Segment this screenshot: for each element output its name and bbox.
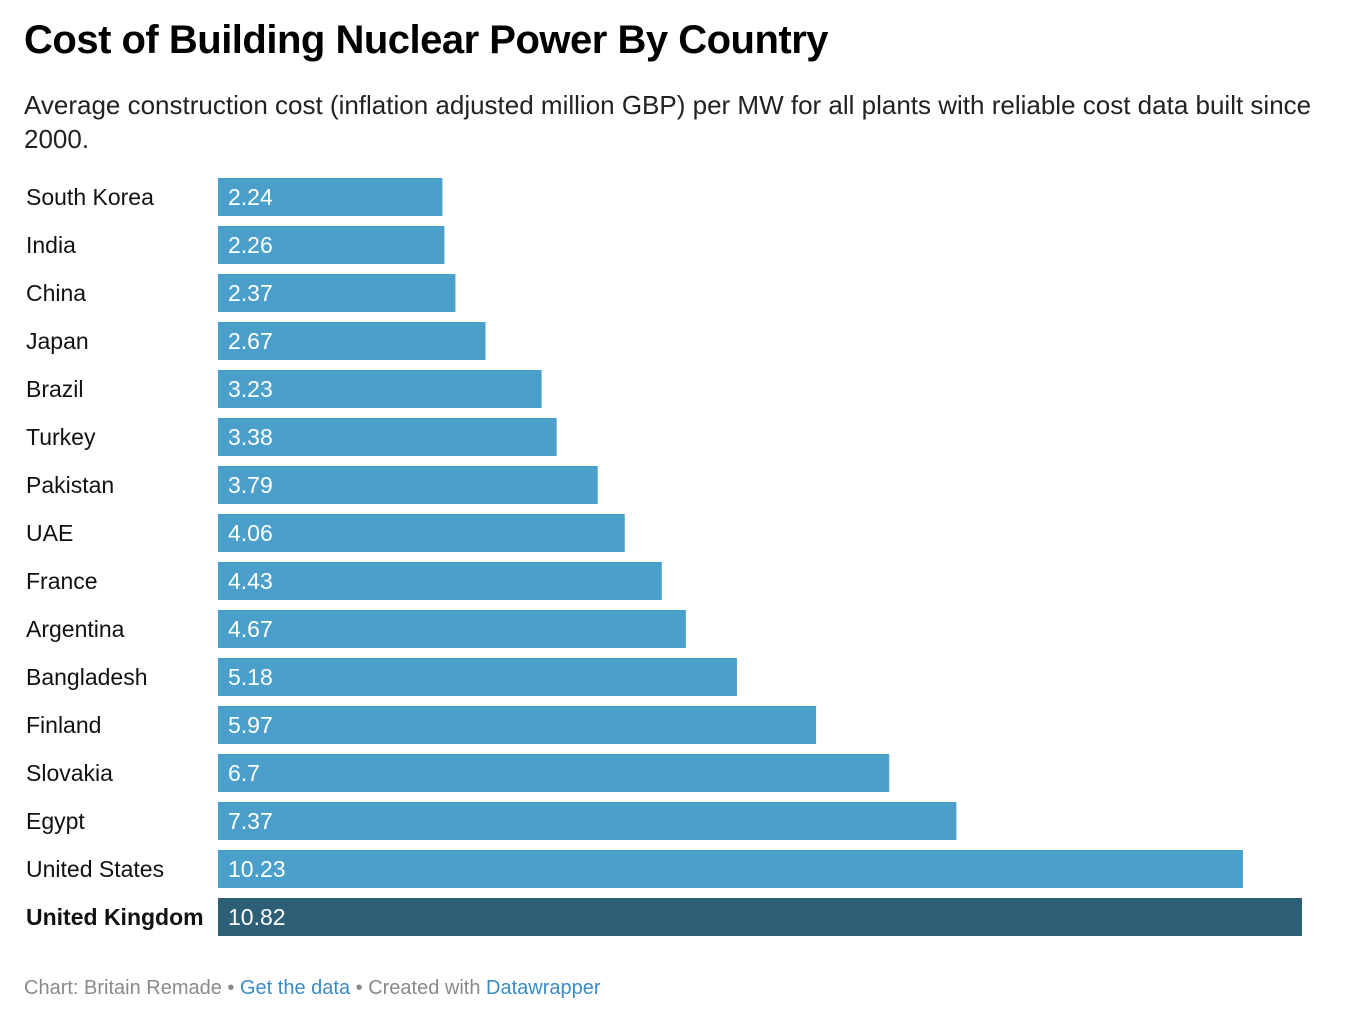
category-label: Turkey	[26, 424, 96, 450]
bar	[218, 706, 817, 744]
bar	[218, 274, 456, 312]
bar	[218, 562, 662, 600]
chart: South Korea 2.24 India 2.26 China 2.37 Japan 2.…	[26, 178, 1302, 936]
value-label: 2.26	[228, 232, 273, 258]
footer: Chart: Britain Remade • Get the data • C…	[24, 977, 601, 1000]
value-label: 4.67	[228, 616, 273, 642]
category-label: Finland	[26, 712, 101, 738]
value-label: 3.23	[228, 376, 273, 402]
category-label: Pakistan	[26, 472, 114, 498]
category-label: Egypt	[26, 808, 85, 834]
value-label: 3.79	[228, 472, 273, 498]
footer-text: Chart: Britain Remade	[24, 977, 222, 999]
value-label: 2.67	[228, 328, 273, 354]
value-label: 3.38	[228, 424, 273, 450]
value-label: 4.43	[228, 568, 273, 594]
bar	[218, 226, 445, 264]
category-label: UAE	[26, 520, 73, 546]
category-label: Bangladesh	[26, 664, 148, 690]
category-label: Japan	[26, 328, 89, 354]
value-label: 7.37	[228, 808, 273, 834]
value-label: 10.23	[228, 856, 286, 882]
bar	[218, 514, 625, 552]
chart-subtitle: Average construction cost (inflation adj…	[24, 90, 1312, 154]
bar	[218, 898, 1302, 936]
category-label: United States	[26, 856, 164, 882]
chart-title: Cost of Building Nuclear Power By Countr…	[24, 18, 829, 62]
category-label: South Korea	[26, 184, 154, 210]
value-label: 6.7	[228, 760, 260, 786]
footer-text: •	[221, 977, 240, 999]
value-label: 2.37	[228, 280, 273, 306]
value-label: 2.24	[228, 184, 273, 210]
bar	[218, 610, 686, 648]
bar	[218, 178, 443, 216]
footer-link[interactable]: Datawrapper	[486, 977, 601, 999]
category-label: Argentina	[26, 616, 125, 642]
bar	[218, 370, 542, 408]
bar	[218, 322, 486, 360]
bar	[218, 418, 557, 456]
footer-text: • Created with	[350, 977, 487, 999]
category-label: United Kingdom	[26, 904, 204, 930]
bar	[218, 754, 890, 792]
category-label: Brazil	[26, 376, 84, 402]
bar	[218, 802, 957, 840]
value-label: 5.18	[228, 664, 273, 690]
value-label: 5.97	[228, 712, 273, 738]
category-label: Slovakia	[26, 760, 113, 786]
category-label: India	[26, 232, 76, 258]
bar	[218, 658, 737, 696]
bar	[218, 850, 1243, 888]
footer-link[interactable]: Get the data	[240, 977, 351, 999]
bar	[218, 466, 598, 504]
value-label: 10.82	[228, 904, 286, 930]
category-label: China	[26, 280, 86, 306]
category-label: France	[26, 568, 98, 594]
value-label: 4.06	[228, 520, 273, 546]
